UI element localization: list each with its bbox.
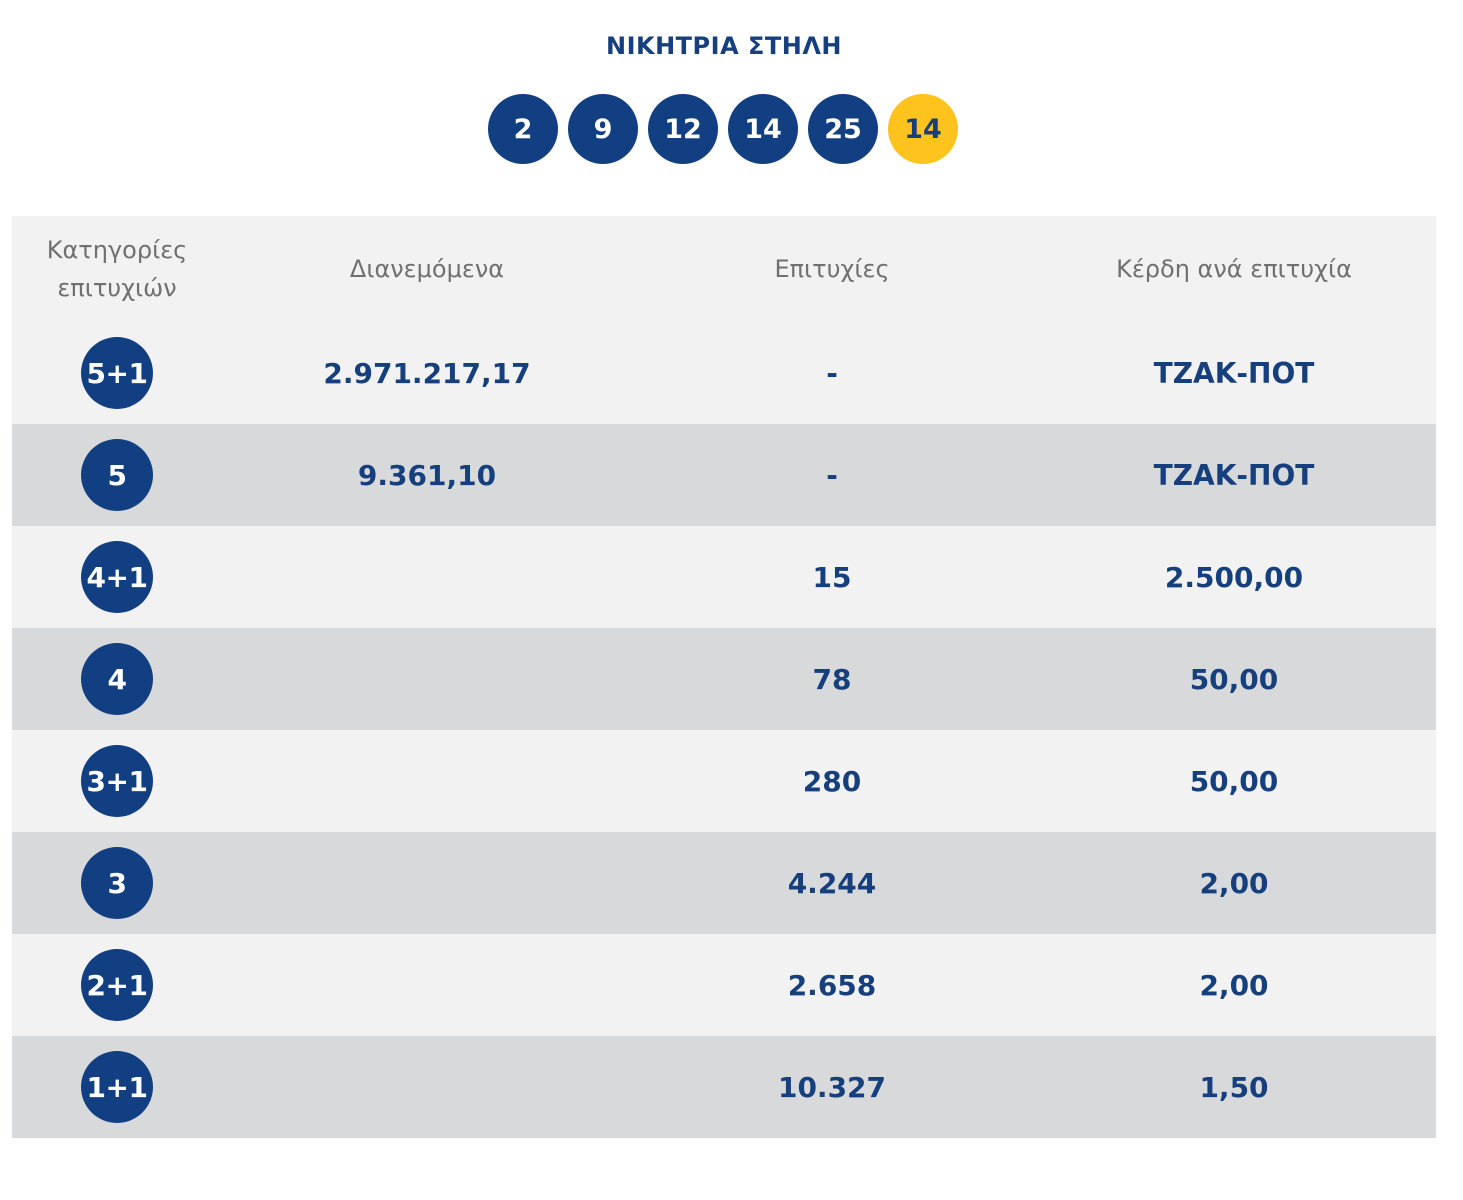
winners-cell: 280: [802, 764, 862, 798]
winning-number-ball: 12: [648, 94, 718, 164]
bonus-number-ball: 14: [888, 94, 958, 164]
header-category-line1: Κατηγορίες: [46, 236, 188, 264]
winners-cell: -: [826, 458, 838, 492]
header-prize: Κέρδη ανά επιτυχία: [1116, 255, 1352, 283]
prize-cell: ΤΖΑΚ-ΠΟΤ: [1153, 356, 1315, 390]
category-badge: 3: [81, 847, 153, 919]
distributed-cell: 2.971.217,17: [323, 356, 531, 390]
winners-cell: 4.244: [787, 866, 877, 900]
table-row: 3+1 280 50,00: [12, 730, 1436, 832]
header-category-line2: επιτυχιών: [57, 274, 177, 302]
winning-number-ball: 2: [488, 94, 558, 164]
winners-cell: -: [826, 356, 838, 390]
winning-number-ball: 25: [808, 94, 878, 164]
winners-cell: 2.658: [787, 968, 877, 1002]
winners-cell: 15: [812, 560, 852, 594]
table-row: 1+1 10.327 1,50: [12, 1036, 1436, 1138]
table-row: 5+1 2.971.217,17 - ΤΖΑΚ-ΠΟΤ: [12, 322, 1436, 424]
prize-cell: 50,00: [1189, 764, 1279, 798]
prize-cell: 1,50: [1199, 1070, 1269, 1104]
category-badge: 5: [81, 439, 153, 511]
category-badge: 3+1: [81, 745, 153, 817]
category-badge: 4+1: [81, 541, 153, 613]
header-category: Κατηγορίες επιτυχιών: [12, 231, 222, 307]
winning-number-ball: 14: [728, 94, 798, 164]
table-row: 3 4.244 2,00: [12, 832, 1436, 934]
category-badge: 1+1: [81, 1051, 153, 1123]
winners-cell: 10.327: [777, 1070, 887, 1104]
category-badge: 5+1: [81, 337, 153, 409]
winning-number-ball: 9: [568, 94, 638, 164]
prize-cell: ΤΖΑΚ-ΠΟΤ: [1153, 458, 1315, 492]
table-row: 4+1 15 2.500,00: [12, 526, 1436, 628]
prize-cell: 2.500,00: [1164, 560, 1304, 594]
table-row: 5 9.361,10 - ΤΖΑΚ-ΠΟΤ: [12, 424, 1436, 526]
category-badge: 2+1: [81, 949, 153, 1021]
table-row: 4 78 50,00: [12, 628, 1436, 730]
prize-table: Κατηγορίες επιτυχιών Διανεμόμενα Επιτυχί…: [12, 216, 1436, 1138]
winning-numbers: 2 9 12 14 25 14: [488, 94, 958, 164]
table-header: Κατηγορίες επιτυχιών Διανεμόμενα Επιτυχί…: [12, 216, 1436, 322]
distributed-cell: 9.361,10: [357, 458, 497, 492]
category-badge: 4: [81, 643, 153, 715]
header-distributed: Διανεμόμενα: [349, 255, 505, 283]
table-row: 2+1 2.658 2,00: [12, 934, 1436, 1036]
winners-cell: 78: [812, 662, 852, 696]
winning-column-title: ΝΙΚΗΤΡΙΑ ΣΤΗΛΗ: [605, 32, 843, 60]
prize-cell: 50,00: [1189, 662, 1279, 696]
prize-cell: 2,00: [1199, 968, 1269, 1002]
prize-cell: 2,00: [1199, 866, 1269, 900]
header-winners: Επιτυχίες: [774, 255, 890, 283]
